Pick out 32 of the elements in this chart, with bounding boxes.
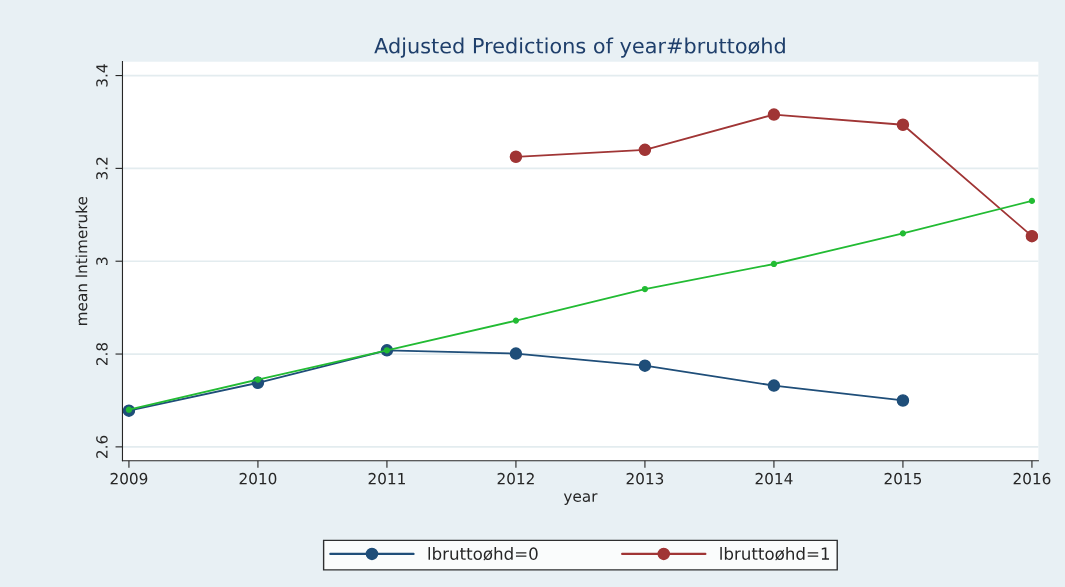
y-tick-label: 2.6 bbox=[96, 435, 108, 458]
x-tick-label: 2012 bbox=[497, 472, 534, 485]
point bbox=[638, 359, 652, 372]
x-tick-label: 2016 bbox=[1013, 472, 1051, 485]
point bbox=[770, 260, 778, 268]
point bbox=[509, 150, 523, 164]
y-tick-label: 3.4 bbox=[96, 64, 108, 87]
legend-label: lbruttoøhd=0 bbox=[428, 547, 538, 561]
x-tick-label: 2009 bbox=[110, 472, 148, 485]
point bbox=[1025, 229, 1039, 243]
y-axis-title: mean lntimeruke bbox=[75, 196, 88, 325]
point bbox=[641, 285, 649, 293]
x-tick-label: 2015 bbox=[884, 472, 922, 485]
point bbox=[767, 379, 781, 392]
point bbox=[896, 394, 910, 407]
chart-title: Adjusted Predictions of year#bruttoøhd bbox=[374, 37, 785, 58]
x-axis-title: year bbox=[563, 493, 598, 505]
x-tick-label: 2011 bbox=[368, 472, 405, 485]
y-tick-label: 3 bbox=[96, 257, 108, 265]
point bbox=[638, 143, 652, 157]
x-tick-label: 2010 bbox=[239, 472, 277, 485]
x-tick-label: 2013 bbox=[626, 472, 664, 485]
point bbox=[512, 317, 520, 324]
y-tick-label: 3.2 bbox=[96, 157, 108, 180]
point bbox=[767, 108, 781, 121]
point bbox=[509, 347, 523, 360]
legend-label: lbruttoøhd=1 bbox=[720, 547, 830, 561]
y-tick-label: 2.8 bbox=[96, 342, 108, 366]
point bbox=[899, 230, 907, 237]
x-tick-label: 2014 bbox=[755, 472, 793, 485]
point bbox=[1028, 197, 1036, 205]
point bbox=[896, 118, 910, 132]
